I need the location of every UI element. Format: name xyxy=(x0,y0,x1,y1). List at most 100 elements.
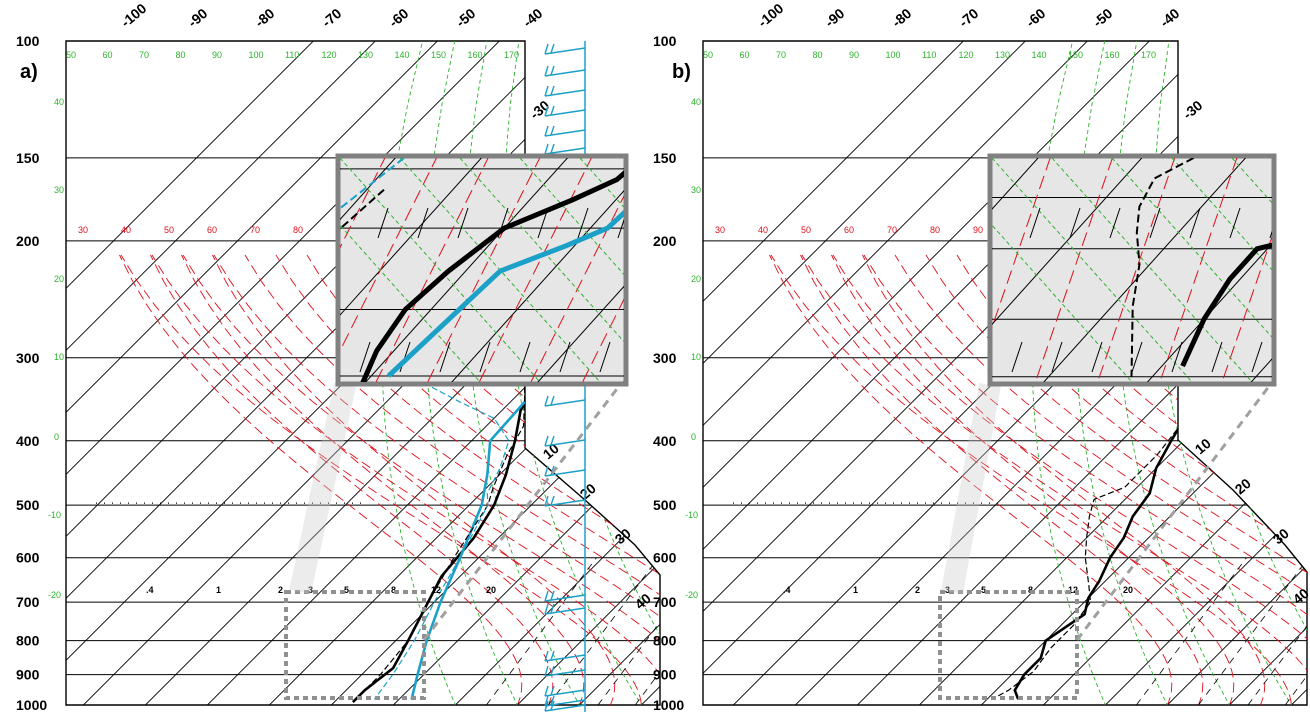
zoom-region-box xyxy=(938,590,1079,700)
inset-moist-adiabat xyxy=(340,158,438,352)
inset-mixing-ratio xyxy=(1149,207,1161,239)
dry-adiabat-label: 150 xyxy=(1068,50,1083,60)
inset-moist-adiabat xyxy=(427,158,541,382)
isotherm-label: 10 xyxy=(1192,435,1214,457)
inset-series xyxy=(340,158,624,382)
isotherm-line xyxy=(66,41,345,705)
inset-dry-adiabat xyxy=(1051,158,1253,382)
wind-barb-flag xyxy=(550,695,555,706)
dry-adiabat-label: 120 xyxy=(959,50,974,60)
inset-dry-adiabat xyxy=(579,158,624,209)
isotherm-line xyxy=(703,41,995,705)
wind-barb-flag xyxy=(550,105,555,116)
moist-adiabat-line xyxy=(213,254,660,705)
moist-adiabat-line xyxy=(244,254,660,705)
pressure-tick-label: 500 xyxy=(653,497,677,513)
inset-mixing-ratio xyxy=(519,341,531,373)
isotherm-line xyxy=(703,41,1057,705)
isotherm-label: -60 xyxy=(386,5,412,30)
inset-mixing-ratio xyxy=(617,218,624,239)
dry-adiabat-label: 60 xyxy=(740,50,750,60)
isotherm-label: -50 xyxy=(453,5,479,30)
inset-moist-adiabat xyxy=(530,194,624,382)
moist-adiabat-line xyxy=(862,254,1266,705)
mixing-ratio-label: 20 xyxy=(1123,585,1133,595)
wind-barb-flag xyxy=(550,495,555,506)
moist-adiabat-line xyxy=(801,254,1307,705)
inset-mixing-ratio xyxy=(640,342,650,372)
inset-moist-adiabat xyxy=(1034,158,1113,382)
pressure-tick-label: 600 xyxy=(653,550,677,566)
mixing-ratio-label: 2 xyxy=(915,585,920,595)
isotherm-label: -80 xyxy=(889,5,915,30)
isotherm-line xyxy=(66,41,593,705)
wind-barb-flag xyxy=(544,665,549,677)
inset-isotherm-line xyxy=(992,158,1039,210)
moist-adiabat-line xyxy=(181,254,585,705)
isotherm-line xyxy=(1277,41,1307,705)
mixing-ratio-line xyxy=(634,557,660,705)
inset-mixing-ratio xyxy=(1091,341,1103,373)
inset-dry-adiabat xyxy=(340,224,481,382)
moist-adiabat-line xyxy=(987,254,1307,705)
inset-moist-adiabat xyxy=(109,98,260,399)
inset-mixing-ratio xyxy=(1292,342,1302,372)
inset-mixing-ratio xyxy=(1251,341,1263,373)
isotherm-label: -70 xyxy=(956,5,982,30)
mixing-ratio-line xyxy=(597,557,660,705)
pressure-tick-label: 700 xyxy=(16,594,40,610)
zoom-box xyxy=(938,383,1272,700)
zoom-connector-right xyxy=(1075,384,1272,641)
inset-isotherm-line xyxy=(992,158,1143,326)
mixing-ratio-label: 5 xyxy=(981,585,986,595)
mixing-ratio-label: 12 xyxy=(431,585,441,595)
pressure-tick-label: 800 xyxy=(653,633,677,649)
dry-adiabat-label: 90 xyxy=(849,50,859,60)
isotherm-label: 20 xyxy=(1232,475,1254,497)
wind-barb-flag xyxy=(550,590,555,601)
dry-adiabat-label: 0 xyxy=(54,432,59,442)
moist-adiabat-line xyxy=(894,254,1307,705)
moist-adiabat-line xyxy=(306,254,660,705)
mixing-ratio-line xyxy=(1284,557,1307,705)
pressure-tick-label: 400 xyxy=(653,433,677,449)
mixing-ratio-label: 3 xyxy=(308,585,313,595)
dry-adiabat-line xyxy=(541,41,660,705)
inset-temperature-line xyxy=(1180,242,1272,368)
isotherm-line xyxy=(1029,41,1307,705)
inset-moist-adiabat xyxy=(375,158,489,382)
isotherm-line xyxy=(66,41,531,705)
pressure-tick-label: 300 xyxy=(16,350,40,366)
dry-adiabat-label: 10 xyxy=(691,352,701,362)
dry-adiabat-label: 150 xyxy=(431,50,446,60)
isotherm-label: -50 xyxy=(1090,5,1116,30)
mixing-ratio-label: 3 xyxy=(945,585,950,595)
dry-adiabat-label: -10 xyxy=(685,510,698,520)
inset-isotherm-line xyxy=(623,381,624,382)
inset-moist-adiabat xyxy=(1159,158,1238,382)
wind-barb-flag xyxy=(550,85,555,96)
mixing-ratio-line xyxy=(1136,557,1247,705)
inset-moist-adiabat xyxy=(478,158,592,382)
inset-moist-adiabat xyxy=(1097,158,1176,382)
inset-temperature-line xyxy=(386,209,624,378)
inset-mixing-ratio xyxy=(1211,341,1223,373)
moist-adiabat-label: 60 xyxy=(207,225,217,235)
inset-dry-adiabat xyxy=(992,158,1193,382)
dry-adiabat-label: 10 xyxy=(54,352,64,362)
isotherm-label: -70 xyxy=(319,5,345,30)
inset-moist-adiabat xyxy=(1221,235,1272,382)
inset-moist-adiabat xyxy=(992,158,1051,329)
inset-mixing-ratio xyxy=(559,341,571,373)
mixing-ratio-line xyxy=(734,558,844,705)
isotherm-line xyxy=(967,41,1307,705)
pressure-tick-label: 100 xyxy=(16,33,40,49)
moist-adiabat-line xyxy=(368,254,660,705)
inset-mixing-ratio xyxy=(1171,341,1183,373)
inset-mixing-ratio xyxy=(1269,230,1272,239)
dry-adiabat-label: 30 xyxy=(691,185,701,195)
inset-dewpoint-line xyxy=(1130,158,1195,377)
zoom-connector-right xyxy=(422,384,622,641)
mixing-ratio-lines xyxy=(96,502,844,705)
